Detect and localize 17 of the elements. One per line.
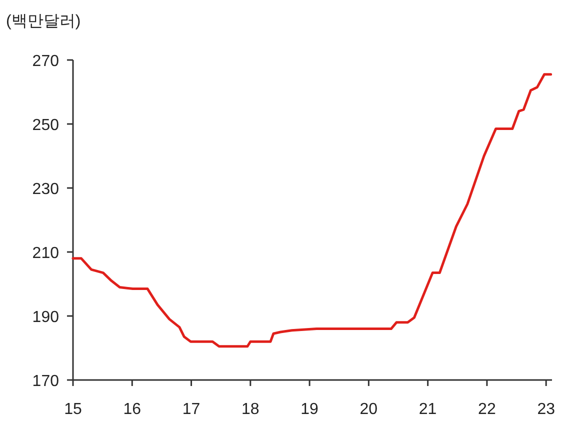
x-tick-label: 15 <box>64 401 82 418</box>
x-tick-label: 18 <box>242 401 260 418</box>
x-tick-label: 19 <box>300 401 319 418</box>
y-tick-label: 210 <box>32 245 60 262</box>
y-tick-label: 250 <box>32 117 60 134</box>
x-tick-label: 17 <box>182 401 200 418</box>
y-tick-label: 230 <box>32 181 60 198</box>
y-tick-label: 270 <box>32 53 60 70</box>
y-axis-title: (백만달러) <box>6 13 81 30</box>
x-tick-label: 23 <box>537 401 556 418</box>
line-series <box>72 73 552 348</box>
x-tick-label: 20 <box>360 401 378 418</box>
y-tick-label: 170 <box>32 373 60 390</box>
x-tick-label: 22 <box>478 401 496 418</box>
x-tick-label: 16 <box>123 401 142 418</box>
x-tick-label: 21 <box>418 401 437 418</box>
y-tick-label: 190 <box>32 309 60 326</box>
